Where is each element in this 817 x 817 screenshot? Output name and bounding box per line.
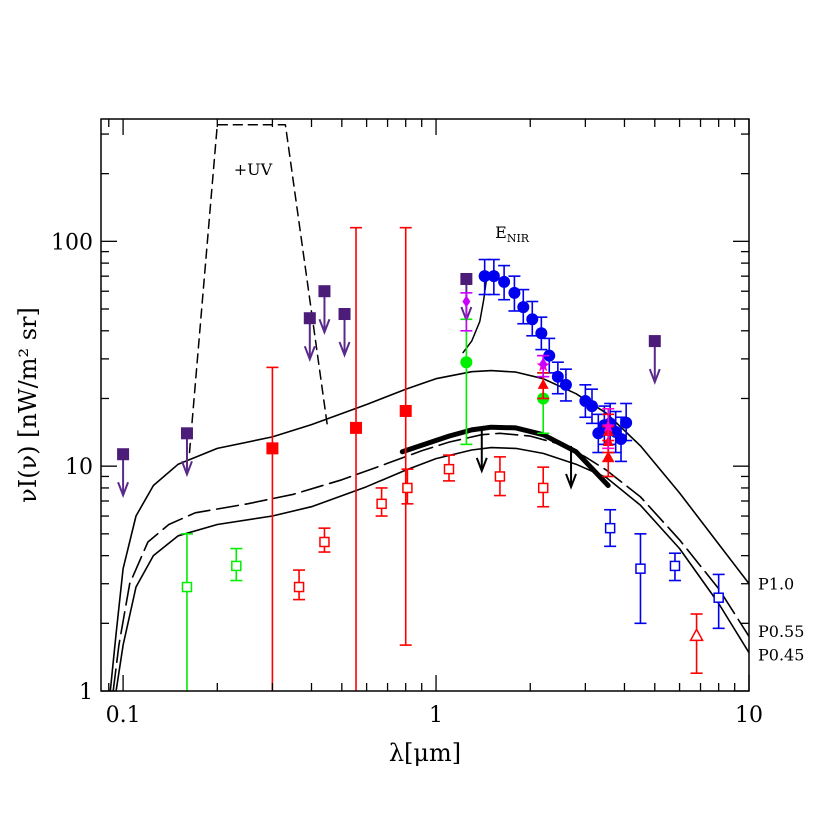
data-point-open-square <box>180 533 193 691</box>
data-point-filled-circle <box>551 361 564 395</box>
curve-p0-45 <box>115 446 749 691</box>
x-tick-label: 10 <box>735 703 763 728</box>
data-point-open-square <box>604 508 617 548</box>
curve-p1-0 <box>109 369 749 691</box>
data-point-filled-diamond <box>537 354 550 378</box>
model-curves <box>109 123 749 691</box>
annotation-label: P0.55 <box>758 622 804 641</box>
curve-p0-55 <box>112 432 749 691</box>
annotation-subscript: NIR <box>507 232 530 245</box>
data-point-open-square <box>712 573 725 630</box>
curve-uv <box>188 123 329 454</box>
data-point-open-square <box>634 533 647 625</box>
y-tick-label: 10 <box>65 455 93 480</box>
x-tick-label: 0.1 <box>106 703 141 728</box>
data-point-open-triangle <box>689 613 704 674</box>
data-point-filled-square <box>648 335 661 385</box>
data-point-open-square <box>668 552 681 582</box>
annotation-label: ENIR <box>495 223 530 245</box>
annotation-label: +UV <box>234 160 273 179</box>
y-tick-label: 1 <box>79 680 93 705</box>
data-point-open-square <box>318 527 331 553</box>
annotation-label: P1.0 <box>758 575 794 594</box>
data-point-filled-circle <box>535 316 548 351</box>
annotation-label: P0.45 <box>758 646 804 665</box>
x-axis-label: λ[μm] <box>389 739 461 767</box>
data-point-open-square <box>293 569 306 601</box>
data-point-open-square <box>375 487 388 517</box>
data-point-filled-circle <box>517 288 530 325</box>
data-point-filled-circle <box>604 402 617 446</box>
data-point-filled-circle <box>620 402 633 442</box>
data-point-filled-circle <box>559 368 572 402</box>
data-point-filled-square <box>338 308 351 358</box>
tick-labels: 0.1 1 10 1 10 100 <box>51 230 763 728</box>
data-point-filled-diamond <box>460 292 473 332</box>
data-point-filled-circle <box>460 318 473 446</box>
data-point-filled-circle <box>585 388 598 425</box>
data-point-arrow-only <box>565 445 577 490</box>
data-point-open-square <box>442 454 455 482</box>
data-point-filled-circle <box>498 264 511 301</box>
axis-ticks <box>101 119 750 692</box>
data-point-filled-circle <box>487 258 500 296</box>
data-points <box>117 226 725 691</box>
data-point-filled-circle <box>543 337 556 374</box>
plot-frame <box>100 118 750 692</box>
data-point-filled-square <box>399 226 412 646</box>
data-point-open-square <box>401 468 414 505</box>
data-point-open-square <box>493 456 506 497</box>
data-point-filled-square <box>318 285 331 335</box>
y-axis-label: νI(ν) [nW/m² sr] <box>14 307 42 503</box>
data-point-filled-square <box>117 448 130 499</box>
data-point-filled-square <box>303 312 316 363</box>
data-point-filled-circle <box>526 300 539 337</box>
data-point-filled-square <box>350 226 363 691</box>
y-tick-label: 100 <box>51 230 93 255</box>
data-point-filled-square <box>266 366 279 691</box>
curve-thick <box>399 424 611 488</box>
data-point-star <box>601 407 615 450</box>
x-tick-label: 1 <box>429 703 443 728</box>
data-point-arrow-only <box>475 429 488 474</box>
data-point-open-square <box>230 547 243 582</box>
data-point-filled-square <box>180 427 193 478</box>
data-point-open-square <box>537 466 550 508</box>
annotations: +UV ENIR P1.0 P0.55 P0.45 <box>234 160 805 665</box>
